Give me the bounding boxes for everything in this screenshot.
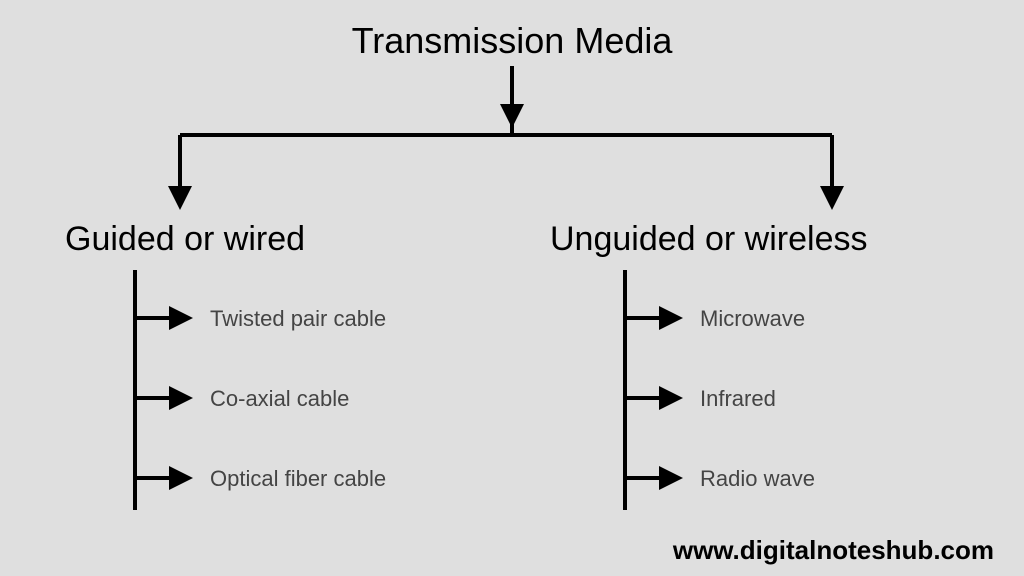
branch-guided-label: Guided or wired [65,220,305,259]
diagram-connectors [0,0,1024,576]
item-optical-fiber: Optical fiber cable [210,466,386,492]
item-microwave: Microwave [700,306,805,332]
item-radio-wave: Radio wave [700,466,815,492]
item-infrared: Infrared [700,386,776,412]
item-coaxial: Co-axial cable [210,386,349,412]
item-twisted-pair: Twisted pair cable [210,306,386,332]
branch-unguided-label: Unguided or wireless [550,220,868,259]
footer-url: www.digitalnoteshub.com [673,535,994,566]
diagram-title: Transmission Media [352,20,673,62]
